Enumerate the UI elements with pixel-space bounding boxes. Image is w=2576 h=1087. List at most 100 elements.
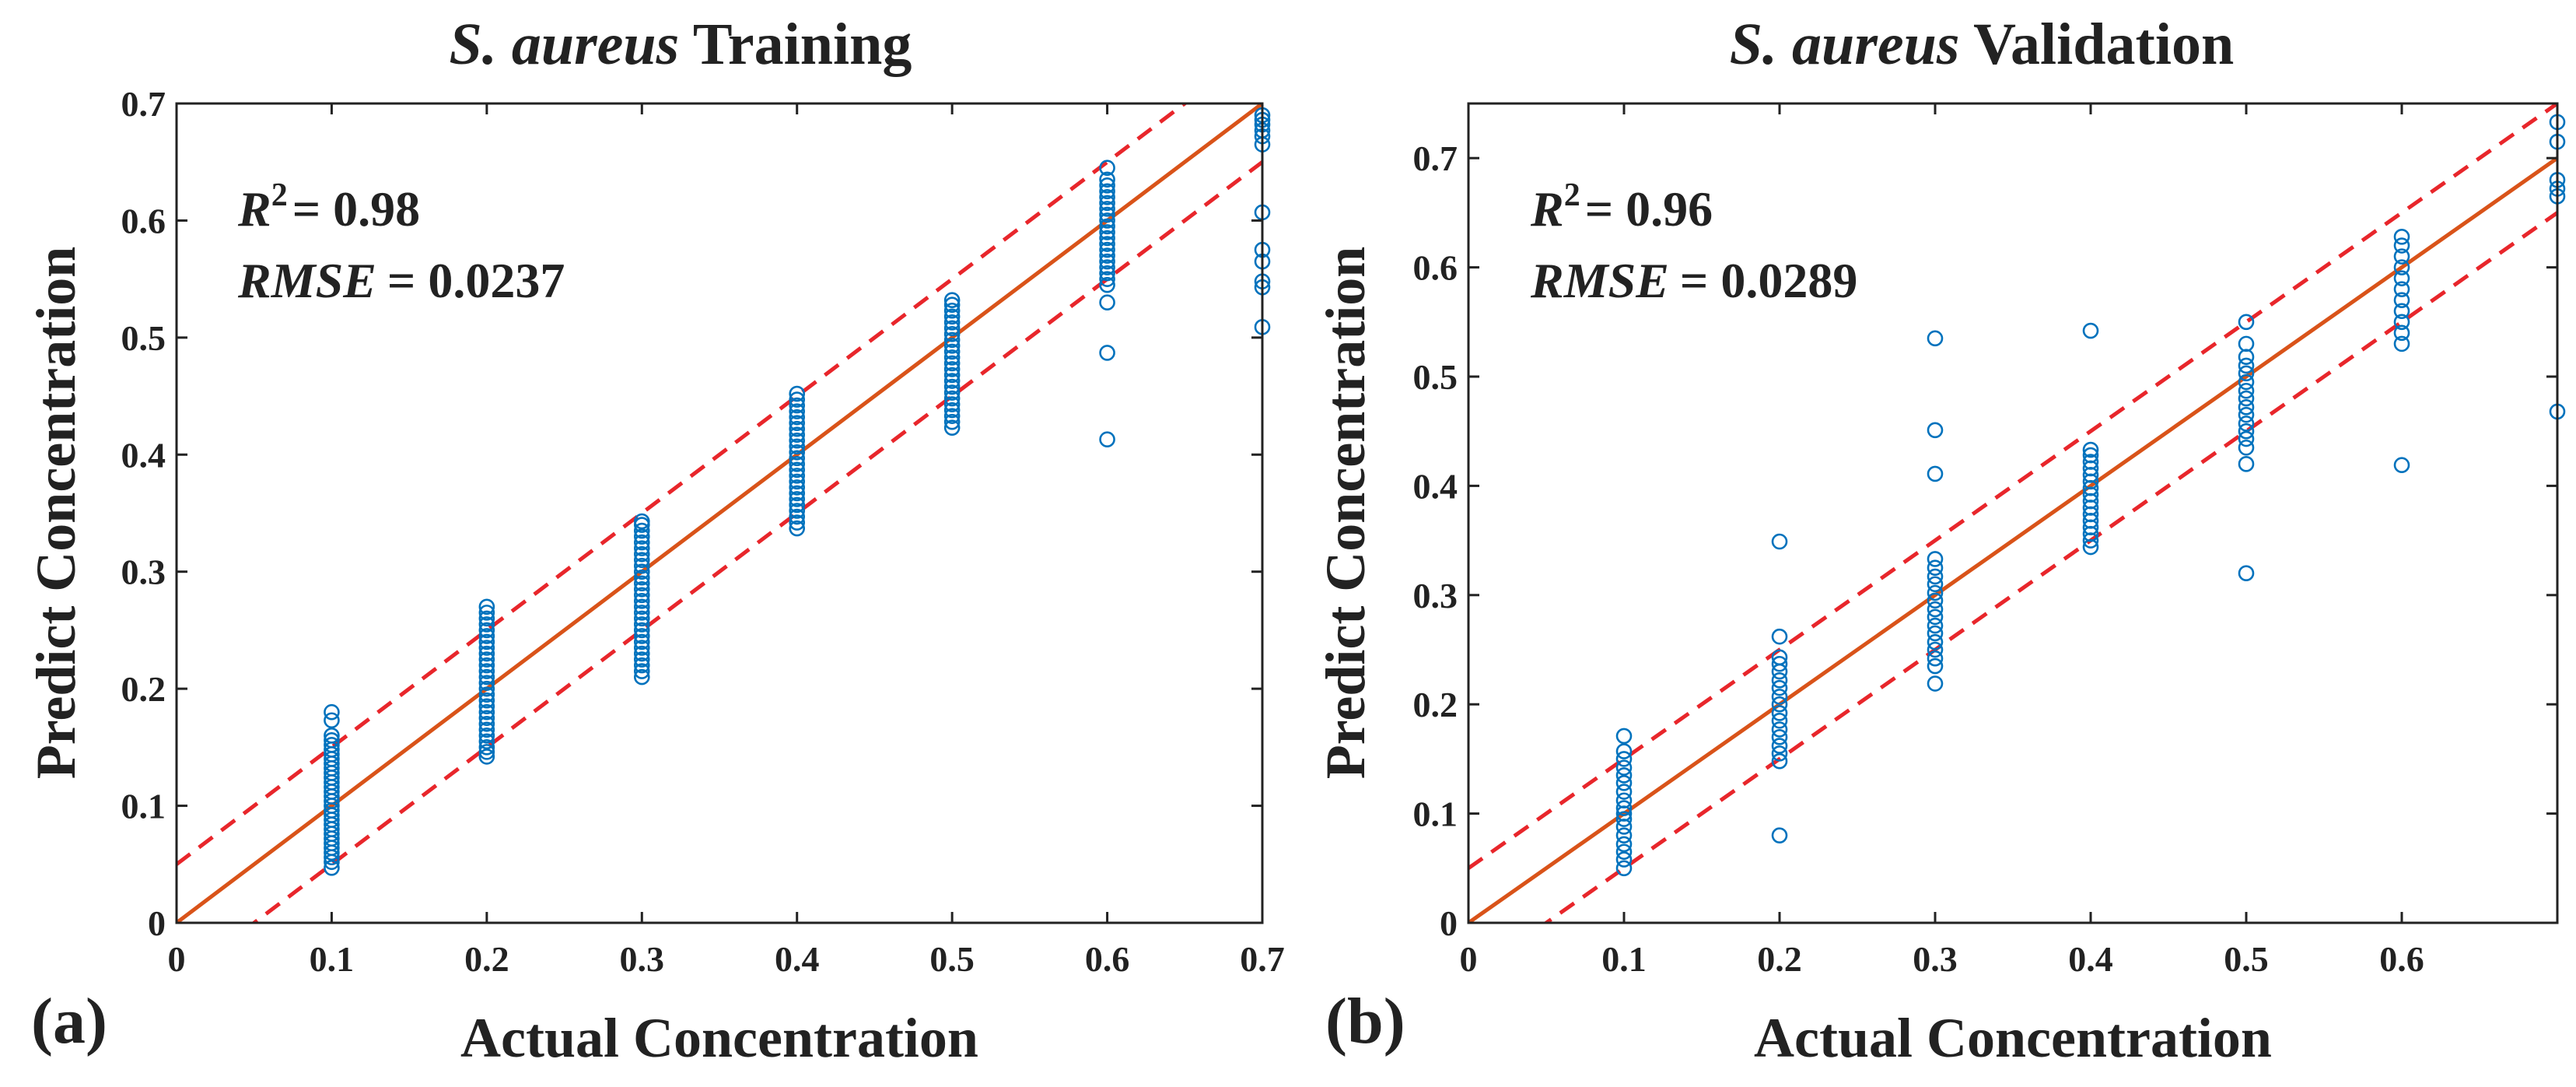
data-point-a — [943, 349, 961, 366]
data-point-a — [789, 415, 806, 431]
data-point-a — [789, 461, 806, 479]
data-point-a — [1099, 236, 1115, 252]
data-point-a — [789, 420, 806, 437]
axes-frame-a — [175, 102, 1264, 924]
data-point-b — [1771, 729, 1788, 745]
data-point-b — [2393, 228, 2410, 245]
data-point-a — [324, 732, 340, 749]
identity-line-a — [177, 103, 1262, 923]
data-point-b — [1771, 696, 1788, 713]
x-tick-label-a: 0 — [168, 939, 186, 979]
data-point-b — [1615, 800, 1633, 816]
data-point-a — [324, 703, 340, 721]
x-tick-label-b: 0.5 — [2224, 939, 2269, 979]
x-tick-label-a: 0.4 — [775, 939, 820, 979]
data-point-b — [1615, 836, 1633, 853]
data-point-a — [789, 468, 806, 484]
data-point-a — [789, 426, 806, 444]
data-point-b — [1771, 655, 1788, 672]
data-point-a — [633, 575, 650, 592]
data-point-a — [1099, 253, 1115, 270]
x-tick-label-a: 0.1 — [310, 939, 355, 979]
title-a: S. aureus Training — [450, 12, 912, 77]
data-point-a — [633, 593, 650, 609]
data-point-a — [478, 749, 495, 765]
y-tick-label-b: 0.1 — [1413, 794, 1458, 834]
data-point-b — [1927, 617, 1944, 634]
x-tick-label-b: 0 — [1460, 939, 1478, 979]
data-point-a — [943, 338, 961, 354]
data-point-b — [2238, 357, 2255, 374]
data-point-a — [943, 302, 961, 319]
y-tick-label-b: 0.5 — [1413, 357, 1458, 397]
data-point-b — [1927, 422, 1944, 439]
fit-lines-b — [1468, 103, 2557, 923]
data-point-a — [1099, 265, 1115, 282]
data-point-b — [2238, 349, 2255, 366]
y-axis-label-a: Predict Concentration — [25, 247, 87, 780]
data-point-a — [633, 513, 650, 530]
data-point-a — [633, 528, 650, 545]
data-point-b — [1927, 650, 1944, 667]
data-point-b — [2082, 322, 2099, 339]
data-point-a — [478, 640, 495, 656]
data-point-b — [2238, 365, 2255, 382]
data-point-b — [2393, 457, 2410, 474]
data-point-a — [943, 401, 961, 419]
data-point-a — [789, 450, 806, 467]
data-point-a — [1099, 294, 1115, 311]
data-point-b — [1771, 721, 1788, 738]
data-point-b — [2393, 281, 2410, 297]
data-point-a — [478, 605, 495, 621]
data-point-b — [1927, 657, 1944, 675]
y-tick-label-a: 0.2 — [121, 669, 166, 709]
data-point-a — [633, 605, 650, 621]
data-point-a — [943, 373, 961, 389]
data-point-b — [2393, 292, 2410, 309]
title-b: S. aureus Validation — [1730, 12, 2234, 77]
x-tick-label-b: 0.1 — [1601, 939, 1647, 979]
axes-frame-b — [1467, 102, 2559, 924]
y-tick-label-b: 0.2 — [1413, 685, 1458, 724]
title-a-rest: Training — [693, 12, 912, 77]
data-point-b — [1615, 743, 1633, 759]
data-point-a — [943, 384, 961, 401]
x-tick-labels-b: 0 0.1 0.2 0.3 0.4 0.5 0.6 — [1460, 103, 2424, 979]
data-point-a — [1099, 160, 1115, 177]
data-point-b — [1927, 568, 1944, 585]
data-point-a — [789, 503, 806, 519]
data-point-a — [943, 355, 961, 372]
r2-symbol-a: R — [237, 181, 271, 237]
x-tick-label-b: 0.6 — [2379, 939, 2424, 979]
plot-area-a — [177, 103, 1271, 923]
title-b-spacer — [1959, 12, 1973, 77]
r2-superscript-a: 2 — [271, 177, 288, 213]
data-point-a — [633, 540, 650, 556]
data-point-a — [943, 366, 961, 384]
data-point-b — [1615, 728, 1633, 745]
data-point-b — [1771, 738, 1788, 754]
r2-annotation-b: R2= 0.96 — [1530, 177, 1713, 237]
data-point-a — [478, 728, 495, 744]
data-point-a — [478, 692, 495, 709]
data-point-a — [1099, 241, 1115, 258]
data-point-b — [1927, 625, 1944, 642]
data-point-b — [1771, 752, 1788, 770]
data-point-a — [943, 361, 961, 377]
data-point-a — [324, 737, 340, 753]
data-point-b — [1927, 592, 1944, 609]
data-point-a — [1099, 259, 1115, 275]
lower-bound-line-b — [1542, 211, 2557, 923]
data-point-b — [2238, 406, 2255, 423]
data-point-a — [943, 390, 961, 407]
x-tick-label-a: 0.6 — [1085, 939, 1130, 979]
data-point-a — [478, 680, 495, 697]
y-tick-labels-b: 0 0.1 0.2 0.3 0.4 0.5 0.6 0.7 — [1413, 139, 2557, 943]
data-point-b — [2238, 430, 2255, 447]
data-point-a — [789, 403, 806, 419]
data-point-b — [1615, 767, 1633, 784]
data-point-a — [633, 651, 650, 668]
data-point-b — [1771, 827, 1788, 843]
data-point-a — [478, 744, 495, 760]
